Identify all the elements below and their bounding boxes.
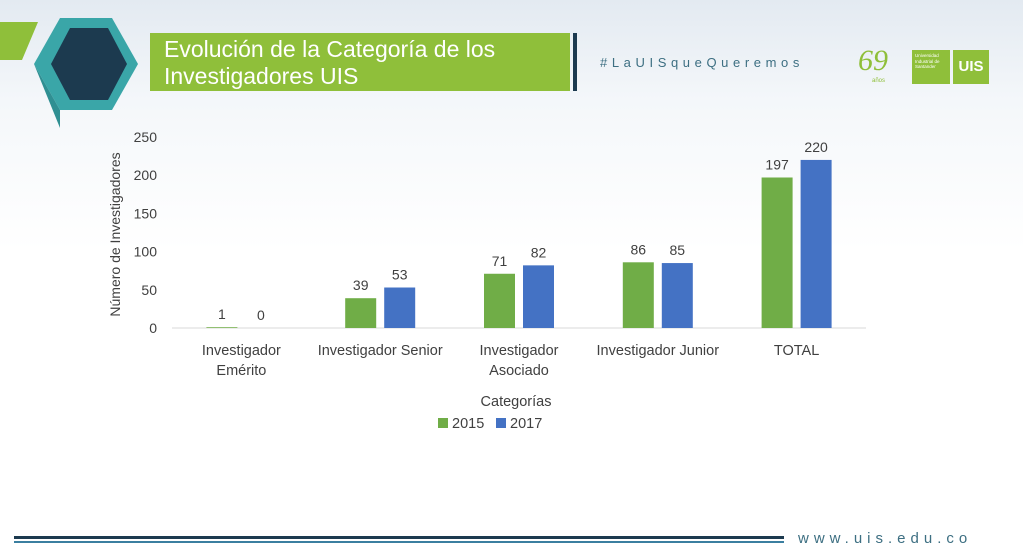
footer-line-dark xyxy=(14,536,784,539)
legend-swatch-2017 xyxy=(496,418,506,428)
data-label-2015: 86 xyxy=(631,241,647,257)
data-label-2015: 71 xyxy=(492,253,508,269)
y-tick-label: 100 xyxy=(134,244,158,260)
bar-2017 xyxy=(523,265,554,328)
y-tick-label: 250 xyxy=(134,129,158,145)
bar-2015 xyxy=(345,298,377,328)
y-tick-label: 200 xyxy=(134,167,158,183)
dark-hexagon xyxy=(51,28,127,100)
legend-swatch-2015 xyxy=(438,418,448,428)
y-tick-label: 150 xyxy=(134,205,158,221)
x-axis-title: Categorías xyxy=(481,394,552,410)
y-axis-title: Número de Investigadores xyxy=(107,152,123,316)
x-tick-label: Investigador xyxy=(202,343,281,359)
data-label-2017: 85 xyxy=(670,242,686,258)
data-label-2017: 53 xyxy=(392,267,408,283)
slide-title: Evolución de la Categoría de los Investi… xyxy=(164,36,496,89)
x-tick-label: Asociado xyxy=(489,363,549,379)
data-label-2017: 0 xyxy=(257,307,265,323)
footer-line-blue xyxy=(14,541,784,543)
bar-2015 xyxy=(622,262,654,328)
x-tick-label: Investigador xyxy=(480,343,559,359)
bar-2015 xyxy=(206,327,238,328)
bar-2017 xyxy=(384,287,416,328)
y-tick-label: 50 xyxy=(141,282,157,298)
data-label-2015: 39 xyxy=(353,277,369,293)
anniversary-logo-sub: años xyxy=(872,78,886,84)
data-label-2017: 82 xyxy=(531,244,547,260)
y-tick-label: 0 xyxy=(149,320,157,336)
bar-2017 xyxy=(800,159,832,328)
footer-url: www.uis.edu.co xyxy=(798,530,973,547)
bar-2017 xyxy=(661,263,693,328)
title-band xyxy=(150,33,570,91)
title-accent-bar xyxy=(573,33,577,91)
hashtag-text: #LaUISqueQueremos xyxy=(600,55,804,70)
bar-2015 xyxy=(761,177,793,328)
data-label-2015: 197 xyxy=(765,156,789,172)
data-label-2017: 220 xyxy=(804,139,828,155)
green-corner-shape xyxy=(0,22,38,60)
anniversary-logo: 69 xyxy=(858,44,888,77)
uis-logo: UIS xyxy=(953,50,989,84)
x-tick-label: Investigador Senior xyxy=(318,343,443,359)
x-tick-label: Investigador Junior xyxy=(597,343,720,359)
legend-label-2017: 2017 xyxy=(510,416,542,432)
bar-2015 xyxy=(484,273,515,328)
data-label-2015: 1 xyxy=(218,306,226,322)
legend-label-2015: 2015 xyxy=(452,416,484,432)
header-hexagon-decoration xyxy=(0,18,138,128)
x-tick-label: Emérito xyxy=(216,363,266,379)
x-tick-label: TOTAL xyxy=(774,343,819,359)
university-logo: Universidad Industrial de Santander xyxy=(912,50,950,84)
hexagon-shadow xyxy=(34,64,60,128)
